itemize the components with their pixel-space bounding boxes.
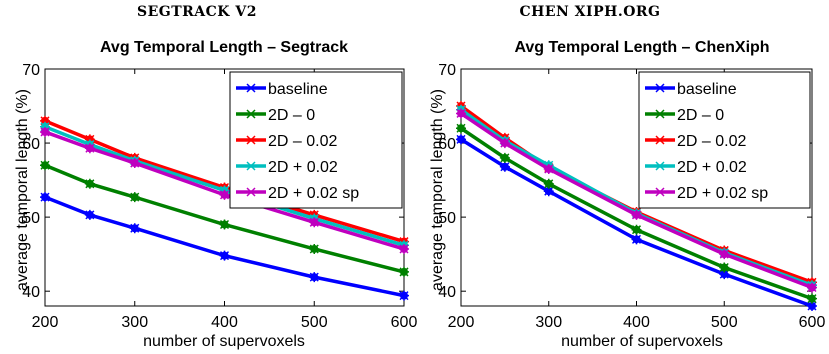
chart-1-ytick-label: 40 <box>438 284 456 301</box>
chart-0-series-4-line <box>44 130 405 251</box>
chart-0-series-1-point <box>309 243 320 254</box>
chart-1-ytick-label: 60 <box>438 136 456 153</box>
chart-1-series-0-point <box>456 134 466 145</box>
chart-0-series-2-line <box>44 119 405 244</box>
chart-1-series-1-point <box>456 123 466 134</box>
chart-1-series-1-point <box>719 262 730 273</box>
chart-1-legend-item-2: 2D – 0.02 <box>645 133 746 150</box>
chart-1-series-4-point <box>807 282 817 293</box>
chart-1-series-4-point <box>719 249 730 260</box>
chart-0-series-1-point <box>84 178 95 189</box>
chart-0-series-4-point <box>309 217 320 228</box>
chart-0-series-4-point <box>84 143 95 154</box>
panel-1-heading: CHEN XIPH.ORG <box>519 4 660 20</box>
chart-1-xtick-label: 300 <box>535 314 562 331</box>
chart-1-legend-item-0: baseline <box>645 81 737 98</box>
chart-0-legend-label-2: 2D – 0.02 <box>268 133 337 150</box>
chart-1-series-4-line <box>460 111 813 290</box>
chart-0-ylabel: average temporal length (%) <box>14 89 31 291</box>
chart-1-xlabel: number of supervoxels <box>561 333 723 350</box>
chart-0-xtick-label: 600 <box>391 314 418 331</box>
chart-0-series-0-point <box>399 290 409 301</box>
chart-1-legend-item-1: 2D – 0 <box>645 107 724 124</box>
chart-0-plot: 200 300 400 500 600 40 50 60 70 baseline 2D – 0 2D … <box>22 62 417 331</box>
chart-0-ytick-label: 50 <box>22 210 40 227</box>
chart-1-series-1-line <box>460 126 813 301</box>
chart-0-ytick-label: 60 <box>22 136 40 153</box>
chart-0-title: Avg Temporal Length – Segtrack <box>100 39 348 56</box>
chart-0-series-1-point <box>129 192 140 203</box>
chart-0-legend-item-0: baseline <box>236 81 328 98</box>
chart-1-legend-label-2: 2D – 0.02 <box>677 133 746 150</box>
chart-0-series-1-point <box>399 266 409 277</box>
chart-0-legend-item-1: 2D – 0 <box>236 107 315 124</box>
chart-0-series-0-point <box>40 192 50 203</box>
chart-0-legend-label-1: 2D – 0 <box>268 107 315 124</box>
chart-0-ytick-label: 40 <box>22 284 40 301</box>
chart-1-legend-item-4: 2D + 0.02 sp <box>645 185 768 202</box>
chart-0-series-1-point <box>40 160 50 171</box>
chart-0-xtick-label: 200 <box>32 314 59 331</box>
chart-0-series-1-point <box>219 219 230 230</box>
chart-0-legend: baseline 2D – 0 2D – 0.02 2D + 0.02 2D + 0.0… <box>229 71 403 209</box>
chart-1-series-4-point <box>499 138 510 149</box>
chart-1-series-1-point <box>499 152 510 163</box>
chart-0-series-0-point <box>309 272 320 283</box>
chart-0-legend-label-0: baseline <box>268 81 328 98</box>
chart-1-series-1-point <box>807 293 817 304</box>
chart-1-series-0-point <box>543 186 554 197</box>
chart-1-legend-label-4: 2D + 0.02 sp <box>677 185 768 202</box>
chart-1-xtick-label: 600 <box>799 314 826 331</box>
chart-1-series-0-point <box>807 301 817 311</box>
chart-1-legend-label-3: 2D + 0.02 <box>677 159 747 176</box>
chart-0-series-0-point <box>219 250 230 261</box>
chart-1-ylabel: average temporal length (%) <box>429 89 446 291</box>
chart-0-legend-label-3: 2D + 0.02 <box>268 159 338 176</box>
chart-1-xtick-label: 400 <box>623 314 650 331</box>
chart-1-legend: baseline 2D – 0 2D – 0.02 2D + 0.02 2D + 0.0… <box>638 71 811 209</box>
chart-0-series-4-point <box>399 243 409 254</box>
chart-1-ytick-label: 50 <box>438 210 456 227</box>
chart-0-legend-label-4: 2D + 0.02 sp <box>268 185 359 202</box>
chart-0-xtick-label: 300 <box>121 314 148 331</box>
chart-1-title: Avg Temporal Length – ChenXiph <box>514 39 769 56</box>
panel-0-heading: SEGTRACK V2 <box>137 4 257 20</box>
chart-0-series-3-line <box>44 125 405 247</box>
chart-0-series-0-point <box>129 223 140 234</box>
chart-0-legend-item-2: 2D – 0.02 <box>236 133 337 150</box>
chart-1-series-1-point <box>631 224 642 235</box>
chart-0-xtick-label: 400 <box>211 314 238 331</box>
chart-1-plot: 200 300 400 500 600 40 50 60 70 baseline 2D – 0 2D … <box>438 62 825 331</box>
chart-0-series-0-point <box>84 209 95 220</box>
chart-1-series-4-point <box>543 163 554 174</box>
chart-1-xtick-label: 200 <box>448 314 475 331</box>
chart-1-series-0-point <box>631 234 642 245</box>
chart-1-legend-label-0: baseline <box>677 81 737 98</box>
chart-0-xlabel: number of supervoxels <box>143 333 305 350</box>
chart-0-series-1-line <box>44 163 405 274</box>
chart-1-series-4-point <box>631 209 642 220</box>
chart-1-xtick-label: 500 <box>711 314 738 331</box>
chart-0-ytick-label: 70 <box>22 62 40 79</box>
chart-1-series-1-point <box>543 178 554 189</box>
chart-1-series-0-line <box>460 137 813 308</box>
chart-1-series-0-point <box>499 161 510 172</box>
chart-0-series-0-line <box>44 195 405 298</box>
chart-0-series-4-point <box>40 126 50 137</box>
chart-0-legend-item-4: 2D + 0.02 sp <box>236 185 359 202</box>
chart-1-legend-item-3: 2D + 0.02 <box>645 159 747 176</box>
chart-0-series-4-point <box>129 158 140 169</box>
chart-0-legend-item-3: 2D + 0.02 <box>236 159 338 176</box>
chart-1-series-4-point <box>456 108 466 119</box>
chart-0-series-4-point <box>219 189 230 200</box>
chart-1-legend-label-1: 2D – 0 <box>677 107 724 124</box>
chart-1-ytick-label: 70 <box>438 62 456 79</box>
chart-0-xtick-label: 500 <box>301 314 328 331</box>
